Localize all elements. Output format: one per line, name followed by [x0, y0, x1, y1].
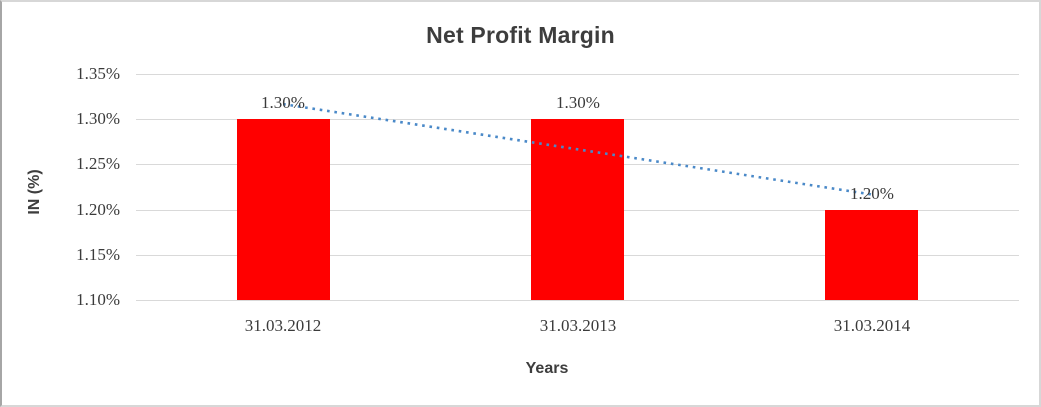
x-category-label: 31.03.2013 [539, 316, 617, 335]
x-category-label: 31.03.2012 [244, 316, 322, 335]
y-tick-label: 1.25% [76, 154, 120, 173]
y-tick-label: 1.35% [76, 64, 120, 83]
y-tick-label: 1.10% [76, 290, 120, 309]
bar-data-label: 1.20% [850, 184, 894, 203]
y-tick-label: 1.30% [76, 109, 120, 128]
bar-31.03.2012 [237, 119, 330, 300]
chart-title: Net Profit Margin [426, 22, 615, 48]
bar-31.03.2014 [825, 210, 918, 300]
y-tick-label: 1.15% [76, 245, 120, 264]
bar-31.03.2013 [531, 119, 624, 300]
bar-data-label: 1.30% [261, 93, 305, 112]
gridline [136, 74, 1019, 75]
y-tick-label: 1.20% [76, 200, 120, 219]
x-axis-title: Years [525, 360, 569, 377]
x-category-label: 31.03.2014 [833, 316, 911, 335]
bar-data-label: 1.30% [556, 93, 600, 112]
gridline [136, 300, 1019, 301]
